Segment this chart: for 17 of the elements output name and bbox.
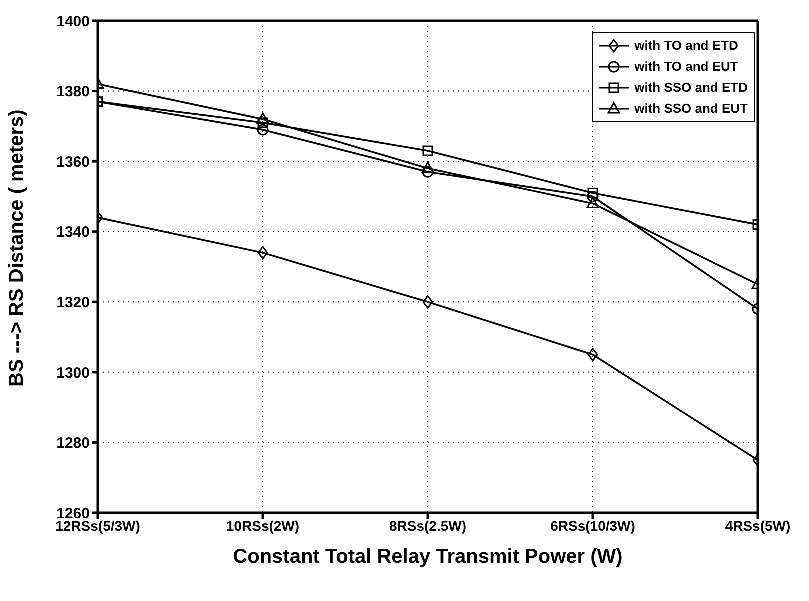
legend-label: with TO and ETD (634, 38, 738, 53)
legend-label: with SSO and EUT (634, 101, 748, 116)
y-tick-label: 1380 (56, 84, 90, 101)
y-tick-label: 1360 (56, 154, 90, 171)
legend-label: with TO and EUT (634, 59, 738, 74)
x-tick-label: 6RSs(10/3W) (550, 518, 636, 534)
y-tick-label: 1280 (56, 435, 90, 452)
x-tick-label: 8RSs(2.5W) (389, 518, 467, 534)
y-axis-title: BS ---> RS Distance ( meters) (6, 110, 28, 387)
x-tick-label: 10RSs(2W) (226, 518, 300, 534)
x-axis-title: Constant Total Relay Transmit Power (W) (233, 546, 623, 568)
y-tick-label: 1340 (56, 224, 90, 242)
y-tick-label: 1300 (56, 364, 90, 382)
x-tick-label: 4RSs(5W) (725, 518, 791, 534)
y-tick-label: 1320 (56, 294, 90, 312)
legend-label: with SSO and ETD (634, 80, 748, 95)
y-tick-label: 1400 (56, 13, 90, 30)
